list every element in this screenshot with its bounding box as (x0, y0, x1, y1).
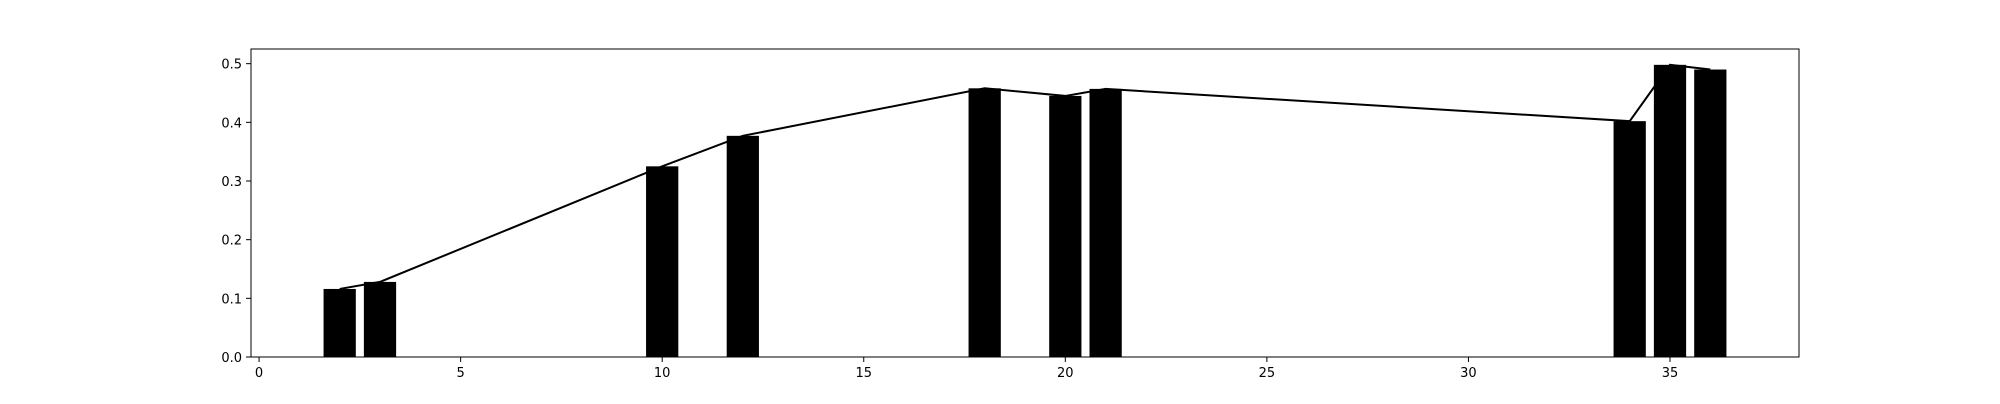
y-tick-label-0: 0.0 (221, 351, 242, 366)
x-axis: 0 5 10 15 20 25 30 35 (255, 357, 1678, 381)
y-tick-label-3: 0.3 (221, 175, 242, 190)
x-tick-label-20: 20 (1057, 366, 1074, 381)
y-tick-label-1: 0.1 (221, 292, 242, 307)
series-line (339, 63, 1711, 290)
bar-12 (726, 135, 759, 357)
y-axis: 0.0 0.1 0.2 0.3 0.4 0.5 (221, 58, 251, 366)
bar-18 (968, 88, 1001, 357)
y-tick-label-5: 0.5 (221, 58, 242, 73)
plot-area-frame (250, 48, 1800, 358)
bar-36 (1694, 69, 1727, 357)
y-tick-label-4: 0.4 (221, 116, 242, 131)
x-tick-label-25: 25 (1259, 366, 1276, 381)
bar-10 (646, 166, 679, 357)
bar-21 (1089, 88, 1122, 357)
bars-layer (323, 64, 1727, 358)
x-tick-label-35: 35 (1662, 366, 1679, 381)
bar-34 (1613, 121, 1646, 357)
bar-20 (1049, 95, 1082, 358)
bar-35 (1653, 64, 1687, 357)
bar-3 (363, 281, 397, 357)
y-tick-label-2: 0.2 (221, 234, 242, 249)
x-tick-label-5: 5 (456, 366, 464, 381)
x-tick-label-10: 10 (654, 366, 671, 381)
x-tick-label-0: 0 (255, 366, 263, 381)
x-tick-label-30: 30 (1460, 366, 1477, 381)
bar-2 (323, 288, 356, 357)
x-tick-label-15: 15 (855, 366, 872, 381)
